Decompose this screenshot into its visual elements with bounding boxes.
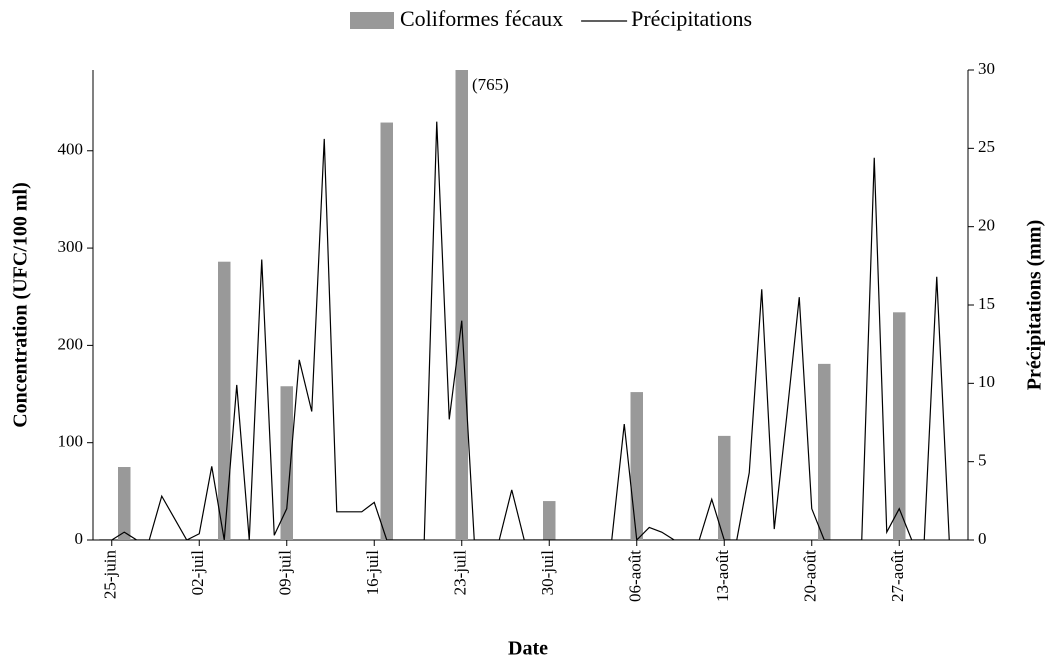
x-tick-label: 16-juil	[363, 550, 382, 596]
legend-label: Coliformes fécaux	[400, 6, 563, 31]
x-tick-label: 30-juil	[538, 550, 557, 596]
bar	[818, 363, 831, 540]
legend-label: Précipitations	[631, 6, 752, 31]
x-tick-label: 06-août	[626, 550, 645, 602]
value-label: (765)	[472, 75, 509, 94]
bar	[543, 501, 556, 540]
x-tick-label: 23-juil	[451, 550, 470, 596]
bar	[118, 467, 131, 540]
x-tick-label: 20-août	[801, 550, 820, 602]
x-tick-label: 02-juil	[188, 550, 207, 596]
y-tick-label: 100	[58, 432, 84, 451]
x-tick-label: 25-juin	[101, 550, 120, 600]
y2-tick-label: 25	[978, 137, 995, 156]
y2-tick-label: 10	[978, 372, 995, 391]
bar	[380, 122, 393, 540]
x-axis-title: Date	[508, 638, 548, 660]
y-tick-label: 300	[58, 237, 84, 256]
bar	[893, 312, 906, 540]
y2-axis-title: Précipitations (mm)	[1024, 220, 1046, 391]
legend-swatch	[350, 12, 394, 29]
y-tick-label: 200	[58, 334, 84, 353]
bar	[218, 261, 231, 540]
bar	[718, 435, 731, 540]
x-tick-label: 13-août	[713, 550, 732, 602]
y2-tick-label: 15	[978, 294, 995, 313]
x-tick-label: 27-août	[888, 550, 907, 602]
y2-tick-label: 5	[978, 451, 987, 470]
x-tick-label: 09-juil	[276, 550, 295, 596]
bar	[455, 70, 468, 540]
bar	[630, 392, 643, 540]
plot-area	[99, 70, 950, 540]
y2-tick-label: 0	[978, 529, 987, 548]
y-axis-title: Concentration (UFC/100 ml)	[10, 182, 32, 428]
y-tick-label: 0	[75, 529, 84, 548]
y2-tick-label: 30	[978, 59, 995, 78]
y-tick-label: 400	[58, 140, 84, 159]
y2-tick-label: 20	[978, 216, 995, 235]
precipitation-line	[99, 121, 950, 540]
bar	[280, 386, 293, 540]
